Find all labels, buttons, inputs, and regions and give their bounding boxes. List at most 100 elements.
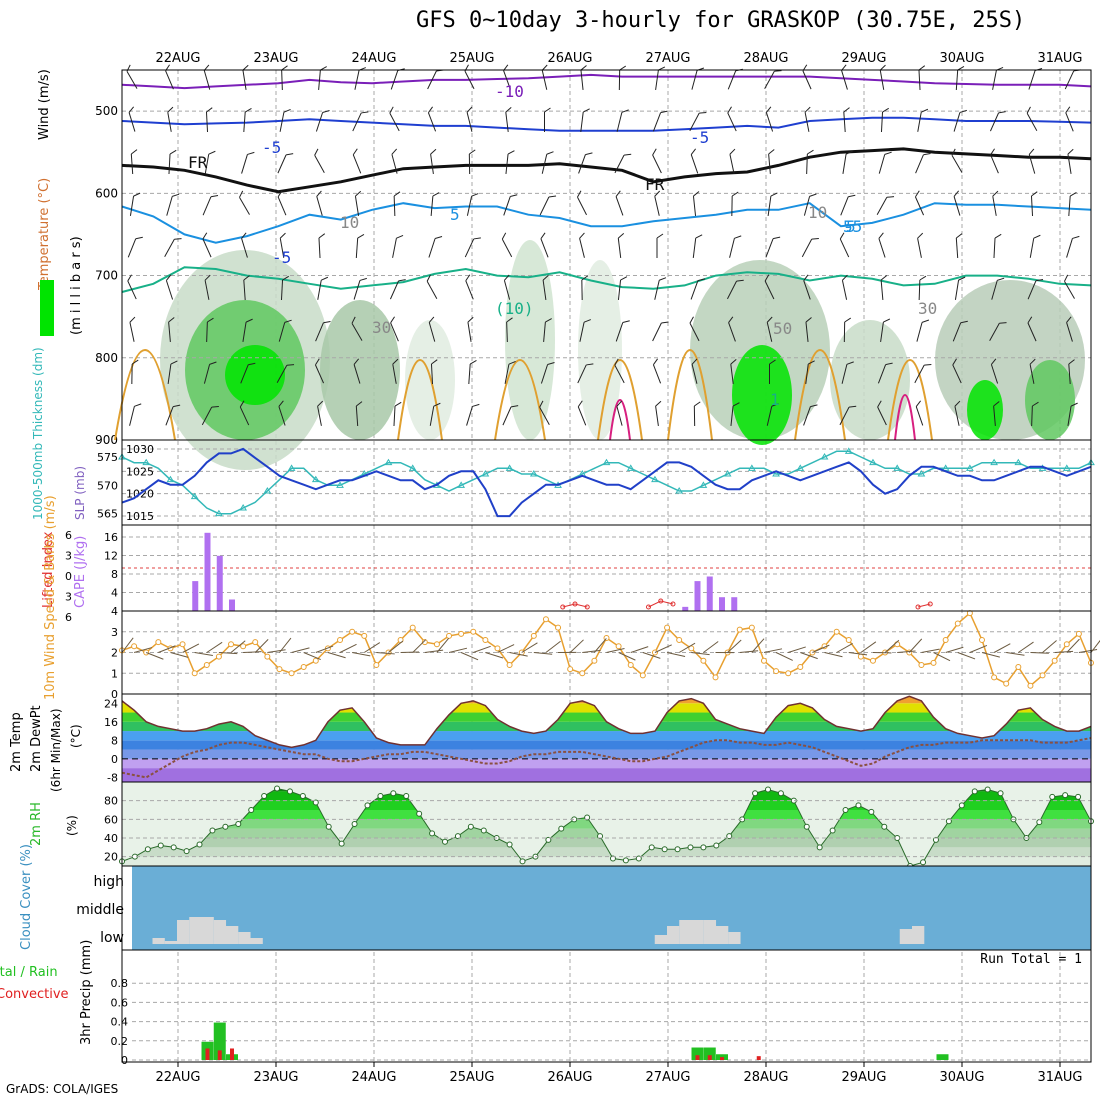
- surface-wind-barb: [618, 652, 636, 661]
- rh-point: [687, 844, 694, 851]
- temp-line: [121, 695, 1092, 749]
- surface-wind-barb: [291, 647, 310, 653]
- surface-wind-barb: [388, 640, 404, 653]
- surface-wind-barb: [158, 645, 176, 653]
- wind-barb: [501, 232, 513, 258]
- wind-speed-point: [373, 661, 380, 668]
- wind-barb: [466, 403, 480, 426]
- rh-point: [480, 827, 487, 834]
- wind-barb: [503, 274, 511, 300]
- cape-tick: 4: [111, 587, 118, 600]
- surface-wind-barb: [933, 652, 951, 662]
- rh-point: [170, 844, 177, 851]
- wind-speed-point: [627, 661, 634, 668]
- rh-point: [454, 833, 461, 840]
- wind-speed-point: [264, 653, 271, 660]
- temp-band: [122, 712, 1091, 722]
- temp-band: [122, 749, 1091, 759]
- rh-shading: [405, 320, 455, 440]
- wind-barb: [389, 106, 400, 132]
- precip-conv-bar: [230, 1048, 234, 1060]
- wind-barb: [355, 234, 365, 259]
- surface-wind-barb: [1066, 638, 1080, 653]
- wind-barb: [354, 190, 362, 216]
- wind-barb: [464, 237, 481, 258]
- precip-total-bar: [703, 1047, 716, 1060]
- rh-point: [1062, 792, 1069, 799]
- wind-barb: [841, 361, 854, 384]
- thickness-marker: [869, 458, 877, 466]
- wind-barb: [127, 274, 137, 300]
- wind-barb: [616, 109, 629, 132]
- wind-label: Wind (m/s): [37, 69, 52, 140]
- wind-barb: [1068, 192, 1077, 217]
- wind-barb: [168, 317, 175, 343]
- surface-wind-barb: [243, 651, 262, 653]
- surface-wind-barb: [957, 652, 976, 660]
- wind-barb: [992, 190, 999, 216]
- surface-wind-barb: [582, 649, 601, 653]
- surface-wind-barb: [908, 638, 923, 653]
- wind-barb: [618, 65, 627, 91]
- wind-barb: [278, 400, 286, 426]
- wind-barb: [281, 65, 288, 91]
- cape-bar: [706, 576, 713, 611]
- wind-barb: [541, 64, 548, 90]
- rh-point: [222, 823, 229, 830]
- cape-bar: [682, 606, 689, 611]
- wind-barb: [240, 362, 256, 384]
- wind-barb: [991, 277, 1005, 300]
- rh-shading: [225, 345, 285, 405]
- rh-point: [713, 842, 720, 849]
- warm-contour: [794, 349, 846, 441]
- surface-wind-barb: [775, 652, 793, 661]
- wind-speed-point: [458, 630, 465, 637]
- precip-total-bar: [691, 1047, 704, 1060]
- surface-wind-barb: [497, 644, 515, 653]
- rh-point: [299, 793, 306, 799]
- wind-barb: [540, 362, 555, 384]
- wind-barb: [806, 149, 814, 175]
- precip-title: 3hr Precip (mm): [79, 940, 94, 1045]
- wind-barb: [430, 192, 440, 217]
- temp-band: [122, 731, 1091, 741]
- wind-barb: [542, 274, 549, 300]
- cloud-middle-label: middle: [76, 902, 124, 918]
- wind-barb: [1031, 401, 1039, 427]
- wind-barb: [168, 149, 177, 175]
- rh-point: [1049, 793, 1056, 800]
- footer-credit: GrADS: COLA/IGES: [6, 1082, 119, 1096]
- surface-wind-barb: [485, 652, 504, 659]
- wind-barb: [840, 194, 856, 216]
- wind-barb: [768, 149, 775, 175]
- slp-line: [121, 447, 1092, 518]
- wind-speed-point: [748, 624, 755, 631]
- wind-barb: [543, 318, 552, 343]
- cape-tick: 12: [104, 550, 118, 563]
- thickness-marker: [336, 481, 344, 488]
- rh-point: [209, 827, 216, 834]
- date-label-bottom: 26AUG: [547, 1070, 592, 1085]
- date-label-top: 31AUG: [1037, 51, 1082, 66]
- lifted-line: [562, 603, 588, 608]
- wind-barb: [464, 64, 475, 90]
- wind-barb: [764, 274, 775, 300]
- wind-barb: [392, 234, 404, 258]
- wind-speed-point: [785, 670, 792, 677]
- wind-barb: [876, 196, 895, 215]
- date-label-bottom: 28AUG: [743, 1070, 788, 1085]
- surface-wind-barb: [812, 644, 830, 653]
- wind-barb: [843, 107, 850, 133]
- surface-wind-barb: [678, 642, 696, 653]
- wind-barb: [841, 64, 848, 90]
- thickness-marker: [796, 464, 805, 471]
- thickness-marker: [529, 470, 538, 477]
- wind-barb: [506, 317, 513, 343]
- wind-barb: [430, 148, 437, 174]
- surface-wind-barb: [848, 652, 868, 656]
- wind-barb: [692, 191, 700, 216]
- wind-barb: [428, 236, 443, 258]
- surface-wind-barb: [763, 648, 783, 653]
- temp-tick: 24: [104, 697, 118, 710]
- wind-barb: [878, 232, 886, 258]
